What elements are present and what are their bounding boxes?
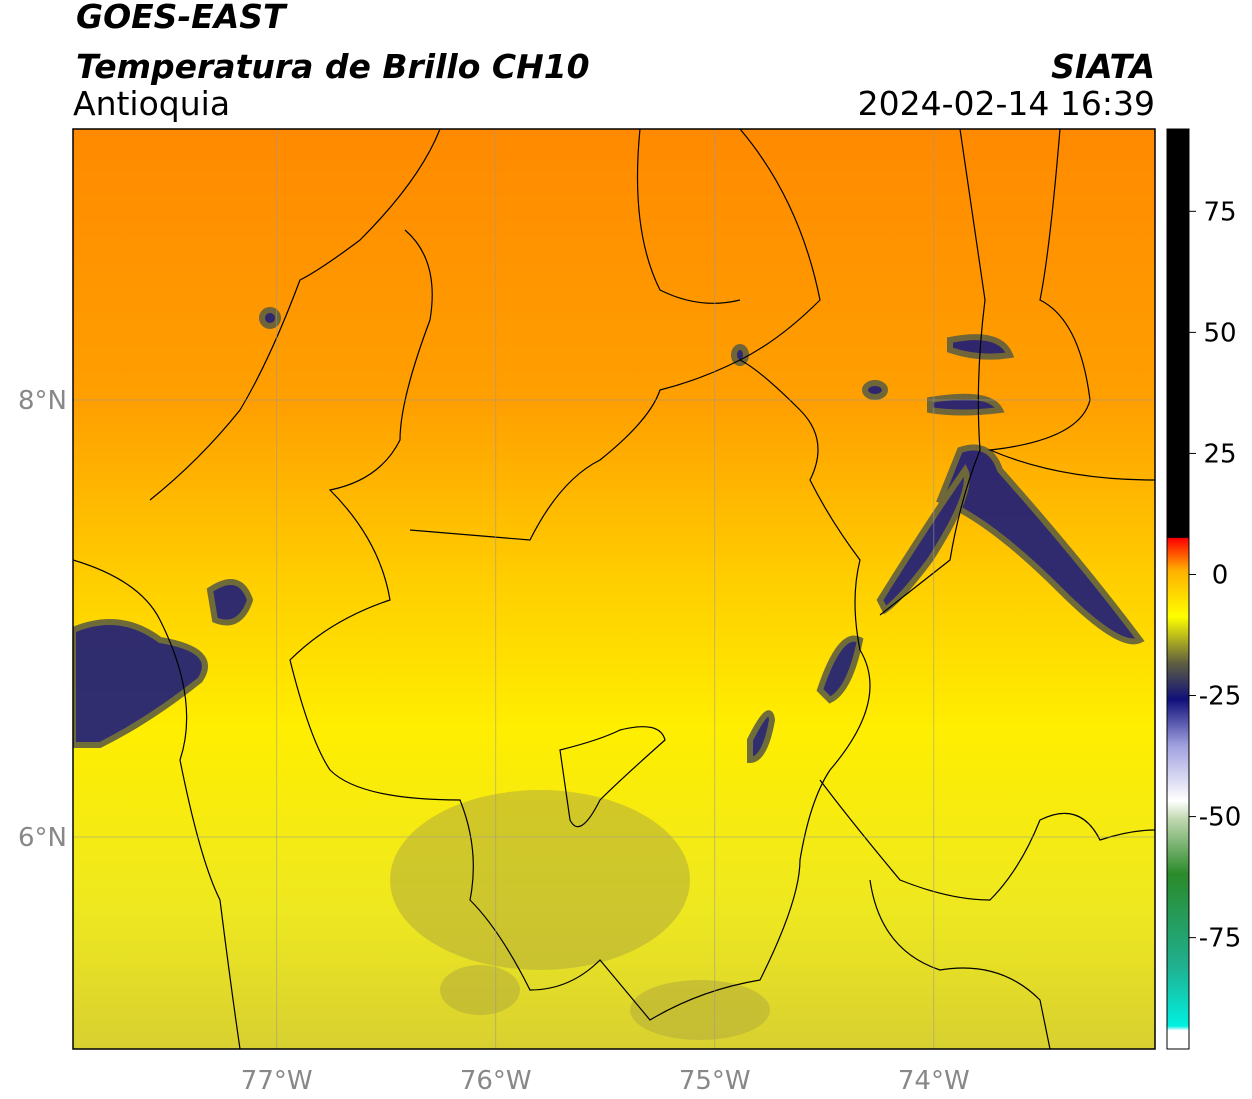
colorbar-tick-label: -75 xyxy=(1199,924,1241,954)
x-tick-label: 74°W xyxy=(898,1066,970,1096)
colorbar-tick-label: 0 xyxy=(1212,560,1229,590)
source: SIATA xyxy=(1051,47,1155,86)
title: GOES-EAST xyxy=(76,0,288,36)
colorbar-tick-label: 25 xyxy=(1203,439,1236,469)
map xyxy=(73,129,1155,1049)
colorbar-tick-label: -25 xyxy=(1199,682,1241,712)
datetime: 2024-02-14 16:39 xyxy=(858,84,1155,123)
colorbar xyxy=(1166,128,1190,1050)
map-frame xyxy=(72,128,1156,1050)
subtitle: Temperatura de Brillo CH10 xyxy=(76,47,590,86)
x-tick-label: 76°W xyxy=(460,1066,532,1096)
x-tick-label: 75°W xyxy=(679,1066,751,1096)
haze xyxy=(390,790,770,1040)
x-tick-label: 77°W xyxy=(241,1066,313,1096)
colorbar-tick-label: 75 xyxy=(1203,197,1236,227)
colorbar-tick-label: 50 xyxy=(1203,318,1236,348)
clouds xyxy=(73,307,1145,764)
y-tick-label: 6°N xyxy=(18,823,67,853)
region: Antioquia xyxy=(73,84,230,123)
grid xyxy=(73,129,1155,1049)
y-tick-label: 8°N xyxy=(18,386,67,416)
colorbar-tick-label: -50 xyxy=(1199,803,1241,833)
